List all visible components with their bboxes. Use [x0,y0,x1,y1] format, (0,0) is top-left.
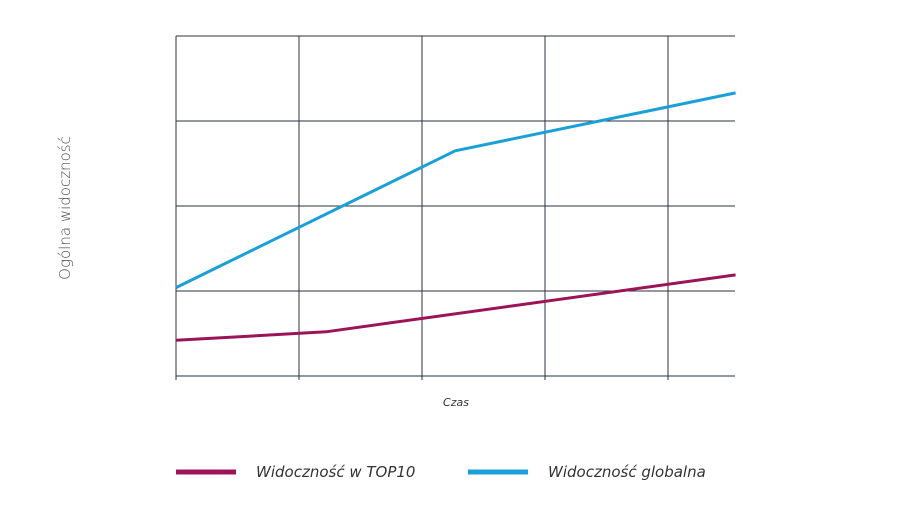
x-axis-label: Czas [443,396,469,409]
series-line-top10 [175,273,736,342]
chart-grid [175,35,735,380]
legend: Widoczność w TOP10 Widoczność globalna [176,463,706,481]
chart-series [175,91,736,342]
legend-label-global: Widoczność globalna [548,463,706,481]
series-line-global [175,91,736,289]
y-axis-label: Ogólna widoczność [56,136,74,280]
legend-label-top10: Widoczność w TOP10 [256,463,415,481]
